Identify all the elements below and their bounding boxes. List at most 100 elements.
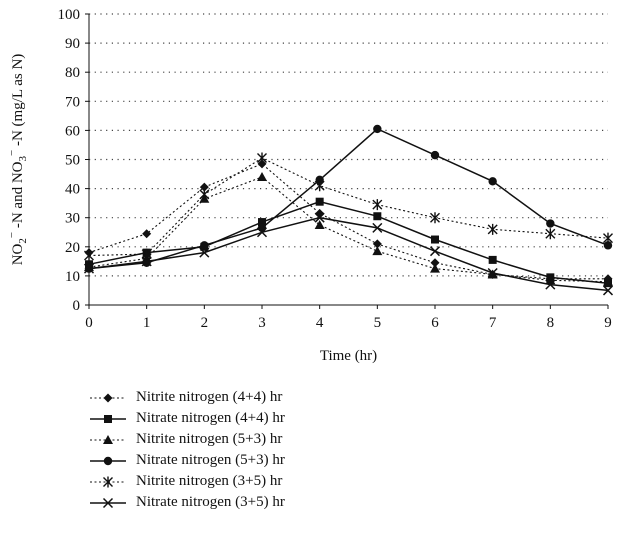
data-point	[429, 246, 441, 257]
legend-marker	[103, 434, 113, 444]
data-point	[487, 223, 498, 235]
legend-marker	[103, 456, 113, 465]
x-tick-label: 1	[143, 315, 151, 331]
x-tick-label: 4	[316, 315, 324, 331]
y-axis-title-part: NO	[10, 243, 26, 265]
legend-marker	[102, 497, 114, 508]
y-tick-label: 40	[65, 182, 80, 198]
data-point	[314, 219, 325, 229]
data-point	[141, 248, 152, 260]
x-tick-label: 7	[489, 315, 497, 331]
y-axis-title-part: 2	[17, 238, 29, 244]
series-line	[88, 157, 609, 257]
x-tick-label: 2	[201, 315, 209, 331]
y-axis-title: NO2− -N and NO3− -N (mg/L as N)	[6, 54, 29, 266]
x-tick-label: 9	[604, 315, 612, 331]
data-point	[314, 180, 325, 192]
data-point	[199, 247, 210, 258]
x-tick-label: 3	[258, 315, 266, 331]
legend-item: Nitrate nitrogen (3+5) hr	[88, 492, 285, 513]
legend-marker	[103, 476, 113, 487]
series-group	[83, 124, 614, 296]
legend-item: Nitrite nitrogen (5+3) hr	[88, 429, 285, 450]
data-point	[258, 218, 266, 227]
data-point	[199, 188, 210, 200]
legend-swatch	[90, 434, 126, 444]
data-point	[372, 222, 383, 233]
y-axis-title-part: −	[6, 232, 18, 238]
series-line	[88, 163, 608, 280]
data-point	[141, 256, 152, 267]
legend-label: Nitrate nitrogen (4+4) hr	[136, 410, 285, 426]
data-point	[142, 229, 152, 239]
data-point	[488, 177, 497, 186]
y-axis-title-part: -N and NO	[10, 161, 26, 232]
y-tick-label: 100	[58, 7, 81, 23]
y-axis-title-part: 3	[17, 156, 29, 162]
data-point	[256, 227, 268, 238]
data-point	[315, 208, 325, 218]
y-tick-label: 50	[65, 153, 80, 169]
data-point	[430, 212, 440, 224]
legend: Nitrite nitrogen (4+4) hr Nitrate nitroge…	[88, 387, 285, 513]
legend-swatch	[90, 414, 126, 423]
data-point	[84, 250, 94, 262]
x-tick-label: 5	[374, 315, 382, 331]
data-point	[257, 152, 267, 164]
chart-area: 0 10 20 30 40 50 60 70 80 90 100 0 1 2 3 4 5 6 7 8 9 Time (h…	[6, 7, 614, 364]
legend-swatch	[90, 476, 126, 487]
data-point	[602, 285, 614, 296]
data-point	[487, 267, 498, 279]
x-axis-title: Time (hr)	[320, 348, 377, 364]
legend-label: Nitrite nitrogen (4+4) hr	[136, 389, 283, 405]
data-point	[257, 159, 267, 169]
series-1	[84, 159, 613, 284]
gridlines	[89, 13, 608, 277]
y-tick-label: 90	[65, 36, 80, 52]
y-tick-label: 30	[65, 211, 80, 227]
series-line	[88, 216, 609, 292]
legend-label: Nitrate nitrogen (3+5) hr	[136, 494, 285, 510]
data-point	[257, 171, 267, 181]
data-point	[373, 212, 382, 221]
y-tick-label: 20	[65, 240, 80, 256]
data-point	[372, 246, 383, 256]
legend-swatch	[90, 497, 126, 508]
data-point	[199, 182, 209, 192]
data-point	[603, 276, 613, 286]
data-point	[430, 263, 440, 273]
data-point	[373, 124, 382, 134]
data-point	[315, 197, 324, 206]
legend-marker	[104, 414, 112, 423]
series-line	[88, 176, 609, 283]
legend-item: Nitrate nitrogen (5+3) hr	[88, 450, 285, 471]
series-line	[88, 128, 609, 270]
data-point	[200, 241, 209, 250]
data-point	[488, 255, 497, 264]
y-tick-label: 60	[65, 123, 80, 139]
data-point	[142, 258, 151, 268]
data-point	[83, 263, 95, 274]
y-axis-title-part: -N (mg/L as N)	[10, 54, 26, 150]
legend-label: Nitrite nitrogen (5+3) hr	[136, 431, 283, 447]
legend-item: Nitrate nitrogen (4+4) hr	[88, 408, 285, 429]
axes: 0 10 20 30 40 50 60 70 80 90 100 0 1 2 3 4 5 6 7 8 9	[58, 7, 612, 331]
series-line	[88, 200, 609, 284]
legend-label: Nitrite nitrogen (3+5) hr	[136, 473, 283, 489]
y-tick-label: 0	[73, 298, 81, 314]
series-6	[83, 212, 614, 296]
x-tick-label: 0	[85, 315, 93, 331]
legend-item: Nitrite nitrogen (4+4) hr	[88, 387, 285, 408]
legend-marker	[103, 393, 113, 402]
data-point	[430, 258, 440, 268]
x-tick-label: 6	[431, 315, 439, 331]
y-tick-label: 70	[65, 94, 80, 110]
data-point	[314, 212, 325, 223]
data-point	[603, 232, 613, 244]
y-tick-label: 80	[65, 65, 80, 81]
series-5	[84, 152, 613, 262]
data-point	[546, 219, 555, 228]
legend-swatch	[90, 456, 126, 465]
data-point	[315, 175, 324, 185]
x-tick-label: 8	[547, 315, 555, 331]
